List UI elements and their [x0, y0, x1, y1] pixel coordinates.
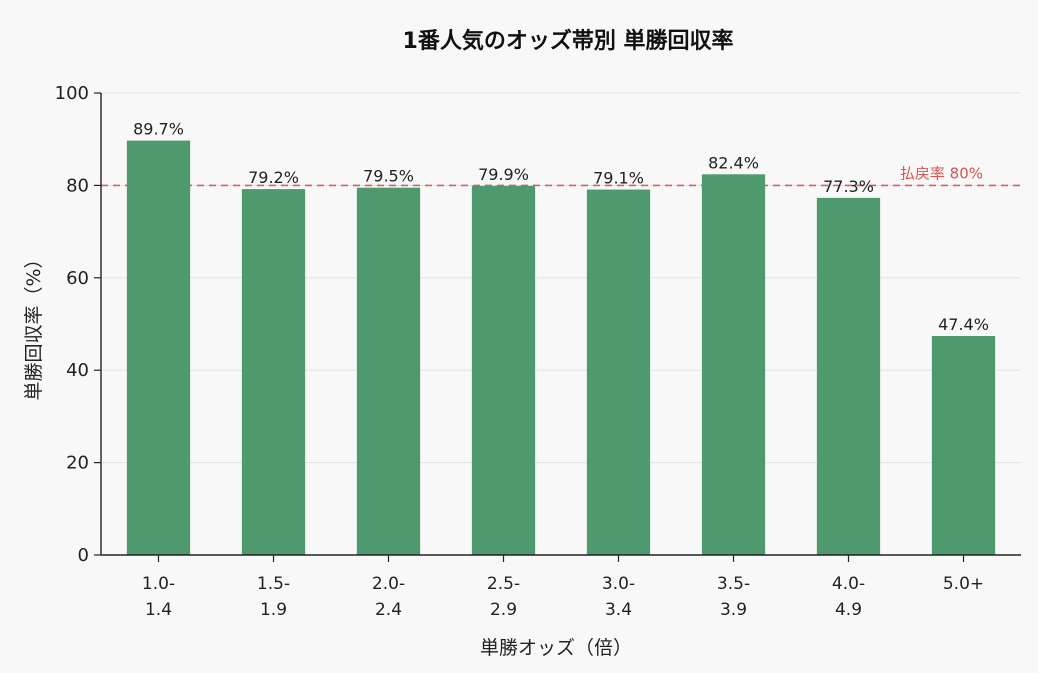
bar	[931, 336, 996, 555]
x-tick-label: 2.5- 2.9	[487, 574, 520, 620]
y-tick-label: 60	[66, 268, 89, 289]
bar	[471, 185, 536, 555]
y-axis-title: 単勝回収率（%）	[23, 249, 45, 400]
x-tick-label-line: 2.5-	[487, 574, 520, 594]
x-tick-label-line: 1.0-	[142, 574, 175, 594]
x-tick-label: 3.0- 3.4	[602, 574, 635, 620]
x-tick-label: 2.0- 2.4	[372, 574, 405, 620]
bar	[126, 140, 191, 555]
bar	[241, 189, 306, 555]
x-tick-label-line: 1.5-	[257, 574, 290, 594]
x-tick-label-line: 5.0+	[943, 574, 984, 594]
x-tick-label-line: 2.9	[490, 600, 517, 620]
x-tick-label-line: 3.4	[605, 600, 632, 620]
data-label: 79.5%	[363, 167, 414, 186]
reference-line-label: 払戻率 80%	[900, 164, 983, 182]
x-tick-label-line: 1.9	[260, 600, 287, 620]
chart-title: 1番人気のオッズ帯別 単勝回収率	[403, 28, 734, 54]
y-tick-label: 40	[66, 360, 89, 381]
x-tick-label-line: 4.0-	[832, 574, 865, 594]
x-tick-label: 5.0+	[943, 574, 984, 594]
data-label: 79.9%	[478, 165, 529, 184]
data-label: 47.4%	[938, 315, 989, 334]
x-tick-label-line: 3.5-	[717, 574, 750, 594]
bars	[126, 140, 996, 556]
bar	[586, 189, 651, 556]
data-label: 79.2%	[248, 168, 299, 187]
x-tick-label-line: 3.9	[720, 600, 747, 620]
x-tick-label: 1.5- 1.9	[257, 574, 290, 620]
data-label: 77.3%	[823, 177, 874, 196]
y-tick-label: 100	[55, 83, 89, 104]
axes	[94, 92, 1021, 562]
y-tick-label: 20	[66, 453, 89, 474]
x-tick-label-line: 4.9	[835, 600, 862, 620]
data-label: 79.1%	[593, 169, 644, 188]
data-label: 82.4%	[708, 153, 759, 172]
x-tick-label-line: 1.4	[145, 600, 172, 620]
bar	[356, 187, 421, 555]
x-tick-label-line: 3.0-	[602, 574, 635, 594]
x-tick-label: 1.0- 1.4	[142, 574, 175, 620]
x-tick-label: 4.0- 4.9	[832, 574, 865, 620]
grid-lines	[101, 92, 1021, 464]
x-axis-title: 単勝オッズ（倍）	[480, 637, 632, 659]
x-tick-label: 3.5- 3.9	[717, 574, 750, 620]
y-tick-label: 80	[66, 175, 89, 196]
bar	[701, 174, 766, 555]
y-tick-label: 0	[78, 545, 89, 566]
labels: 0 20 40 60 80 100 89.7% 1.0- 1.4 79.2% 1.5- 1.9 79.5…	[55, 83, 989, 620]
x-tick-label-line: 2.4	[375, 600, 402, 620]
bar	[816, 197, 881, 555]
x-tick-label-line: 2.0-	[372, 574, 405, 594]
data-label: 89.7%	[133, 120, 184, 139]
